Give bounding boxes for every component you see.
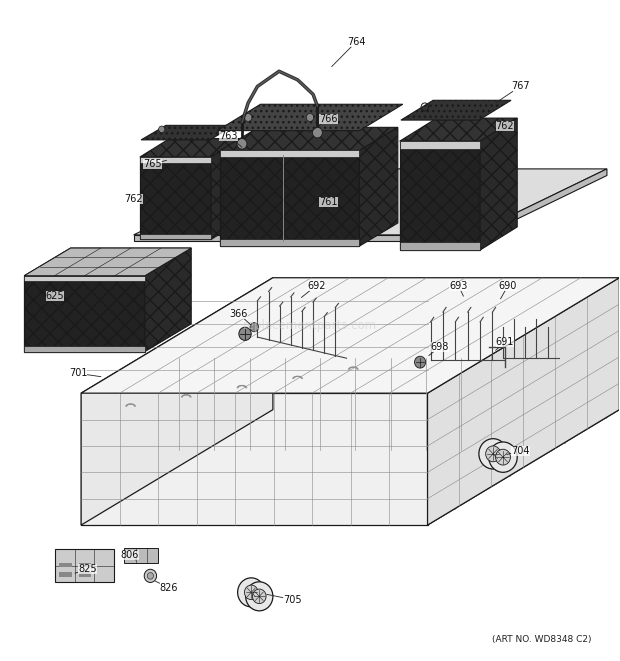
Polygon shape xyxy=(220,128,398,151)
Polygon shape xyxy=(428,278,619,525)
Polygon shape xyxy=(480,118,517,250)
Text: 690: 690 xyxy=(498,281,517,299)
Text: 762: 762 xyxy=(125,192,151,204)
Bar xyxy=(220,151,360,157)
Circle shape xyxy=(159,126,165,133)
Text: 692: 692 xyxy=(301,281,326,297)
Text: 705: 705 xyxy=(267,594,302,605)
Circle shape xyxy=(252,589,266,603)
Bar xyxy=(400,243,480,250)
Polygon shape xyxy=(24,248,191,276)
Polygon shape xyxy=(81,278,619,393)
Text: (ART NO. WD8348 C2): (ART NO. WD8348 C2) xyxy=(492,635,591,644)
Polygon shape xyxy=(471,169,607,241)
Circle shape xyxy=(239,327,251,340)
Circle shape xyxy=(415,356,426,368)
Text: 701: 701 xyxy=(69,368,101,378)
Text: 764: 764 xyxy=(332,36,366,67)
Bar xyxy=(24,346,145,352)
Polygon shape xyxy=(145,248,191,352)
Polygon shape xyxy=(81,278,273,525)
Text: 691: 691 xyxy=(495,337,514,350)
Text: 762: 762 xyxy=(489,121,514,143)
Polygon shape xyxy=(211,139,241,239)
Circle shape xyxy=(244,114,252,122)
Bar xyxy=(60,572,72,577)
Text: 366: 366 xyxy=(229,309,251,325)
Bar xyxy=(24,276,145,281)
Bar xyxy=(79,572,91,577)
Circle shape xyxy=(237,139,247,149)
Circle shape xyxy=(479,439,507,469)
Polygon shape xyxy=(81,410,619,525)
Circle shape xyxy=(312,128,322,138)
Circle shape xyxy=(306,114,314,122)
Polygon shape xyxy=(24,276,145,352)
Bar xyxy=(140,234,211,239)
Text: 763: 763 xyxy=(219,131,242,147)
Polygon shape xyxy=(401,100,511,120)
Polygon shape xyxy=(24,248,191,276)
Text: replacementparts.com: replacementparts.com xyxy=(243,319,377,332)
Text: 704: 704 xyxy=(507,446,529,455)
Text: 698: 698 xyxy=(429,342,449,356)
Bar xyxy=(60,563,72,566)
Text: 693: 693 xyxy=(450,281,467,296)
Polygon shape xyxy=(140,157,211,239)
Circle shape xyxy=(148,572,154,579)
Bar xyxy=(220,239,360,246)
Circle shape xyxy=(250,323,259,332)
Bar xyxy=(400,141,480,149)
Circle shape xyxy=(144,569,157,582)
Polygon shape xyxy=(217,104,403,131)
Polygon shape xyxy=(140,139,241,157)
Polygon shape xyxy=(141,126,234,140)
Polygon shape xyxy=(360,128,398,246)
Circle shape xyxy=(246,582,273,611)
Text: 625: 625 xyxy=(46,292,64,317)
Circle shape xyxy=(244,585,258,600)
Text: 766: 766 xyxy=(309,114,338,133)
Polygon shape xyxy=(400,141,480,250)
Bar xyxy=(79,563,91,566)
Text: 767: 767 xyxy=(495,81,529,103)
Text: 825: 825 xyxy=(75,564,97,574)
Bar xyxy=(140,157,211,163)
Bar xyxy=(125,548,159,563)
Text: 826: 826 xyxy=(156,581,178,593)
Circle shape xyxy=(489,442,517,473)
Text: 761: 761 xyxy=(309,197,338,210)
Polygon shape xyxy=(134,169,607,235)
Polygon shape xyxy=(81,393,428,525)
Text: 765: 765 xyxy=(143,159,167,169)
Circle shape xyxy=(237,578,265,607)
Polygon shape xyxy=(400,118,517,141)
Polygon shape xyxy=(220,151,360,246)
Bar xyxy=(134,235,471,241)
Bar xyxy=(55,549,114,582)
Text: 806: 806 xyxy=(120,550,138,560)
Circle shape xyxy=(485,446,500,462)
Circle shape xyxy=(495,449,510,465)
